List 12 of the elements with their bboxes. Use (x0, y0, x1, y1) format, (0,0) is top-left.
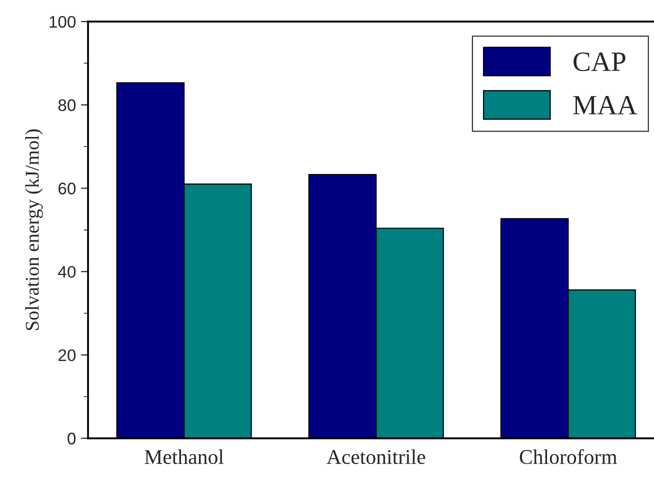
x-tick-label: Acetonitrile (326, 449, 426, 464)
legend-label: CAP (574, 52, 626, 72)
y-tick-label: 100 (50, 16, 76, 28)
x-tick-label: Chloroform (520, 449, 618, 464)
y-tick-label: 20 (58, 349, 76, 362)
y-tick-label: 60 (58, 182, 76, 194)
y-tick-label: 80 (58, 99, 76, 112)
legend-label: MAA (573, 96, 638, 114)
y-axis-title: Solvation energy (kJ/mol) (25, 129, 43, 330)
y-tick-label: 40 (58, 266, 76, 278)
x-tick-label: Methanol (144, 449, 224, 464)
y-tick-label: 0 (68, 432, 76, 444)
